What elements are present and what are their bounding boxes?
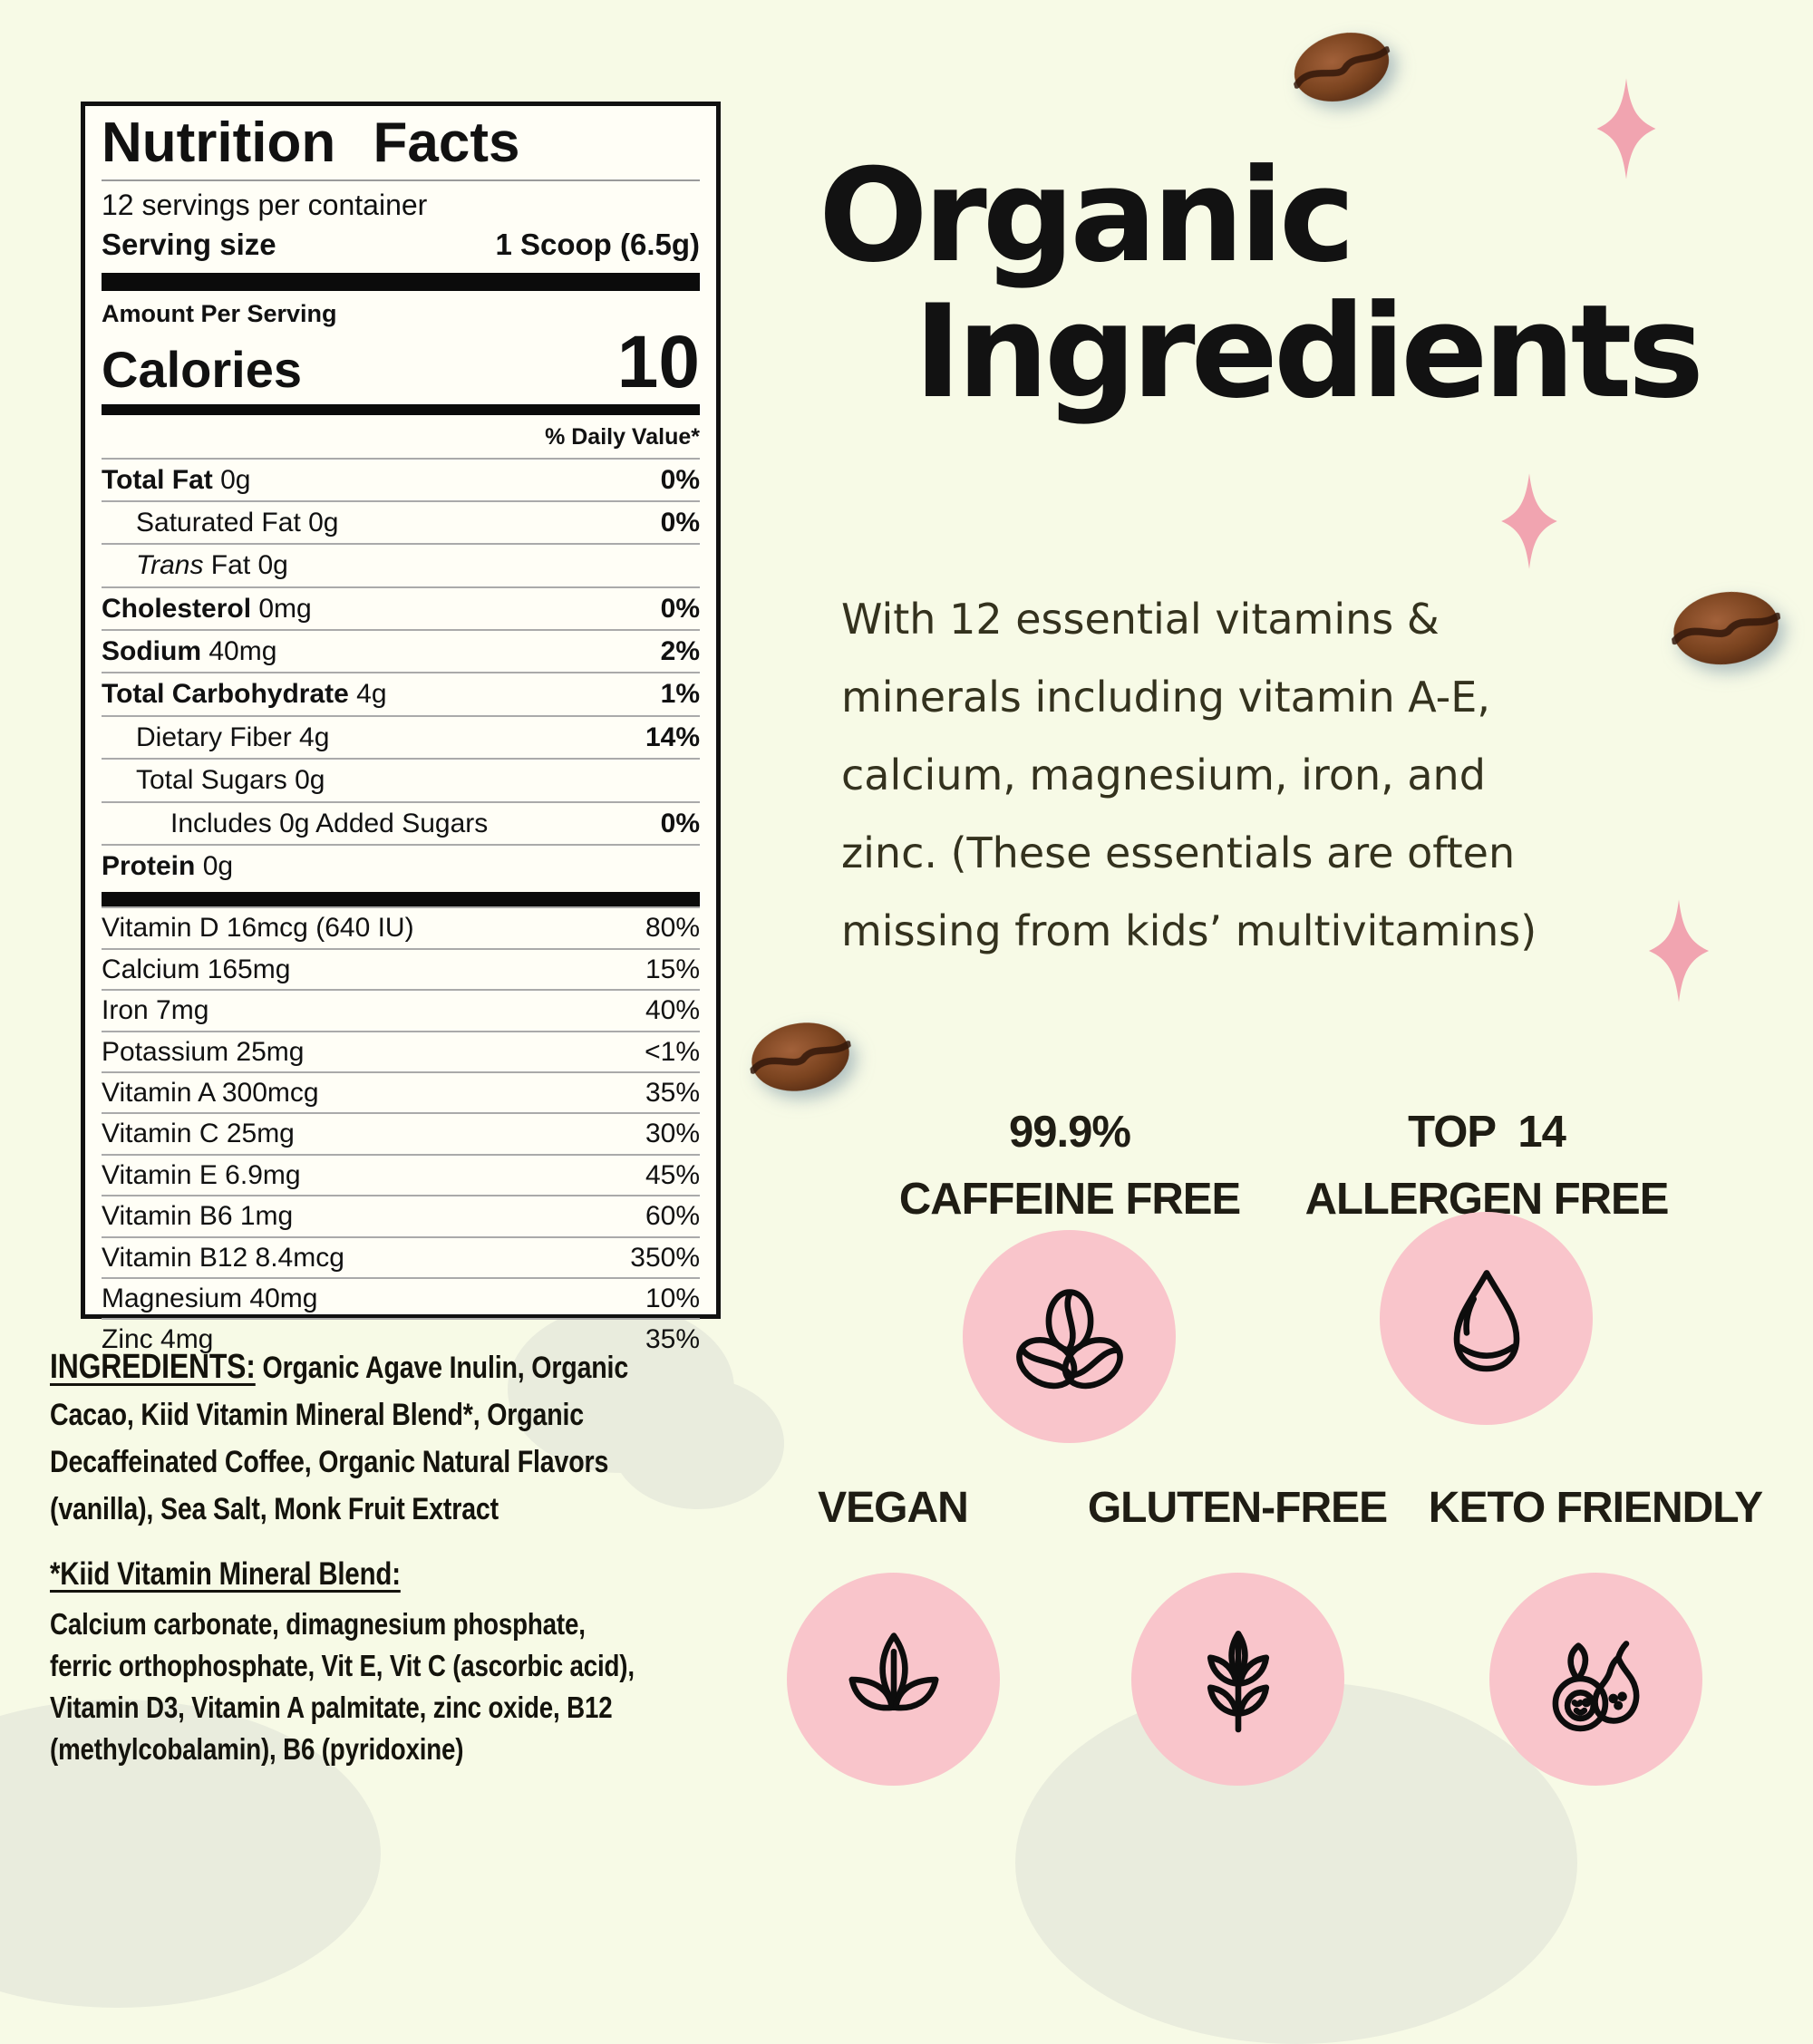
daily-value: 350%	[630, 1242, 700, 1273]
micronutrient-name: Vitamin E 6.9mg	[102, 1159, 301, 1190]
micronutrient-row: Vitamin D 16mcg (640 IU) 80%	[102, 906, 700, 947]
daily-value: 0%	[660, 808, 700, 838]
servings-per-container: 12 servings per container	[102, 189, 428, 222]
nutrient-row: Sodium 40mg 2%	[102, 629, 700, 672]
hero-title-line2: Ingredients	[914, 277, 1704, 427]
thick-divider	[102, 273, 700, 292]
micronutrient-row: Calcium 165mg 15%	[102, 947, 700, 989]
caffeine-free-heading: 99.9% CAFFEINE FREE	[861, 1099, 1278, 1233]
ingredients-list: Organic Agave Inulin, Organic Cacao, Kii…	[50, 1351, 629, 1526]
daily-value-header: % Daily Value*	[545, 423, 700, 450]
micronutrient-row: Zinc 4mg 35%	[102, 1318, 700, 1359]
ingredients-paragraph: INGREDIENTS: Organic Agave Inulin, Organ…	[50, 1343, 652, 1533]
micronutrient-name: Iron 7mg	[102, 995, 209, 1026]
micronutrient-row: Iron 7mg 40%	[102, 989, 700, 1030]
daily-value: 60%	[645, 1201, 700, 1232]
micronutrient-row: Vitamin B6 1mg 60%	[102, 1195, 700, 1235]
daily-value: 15%	[645, 954, 700, 984]
micronutrient-row: Vitamin C 25mg 30%	[102, 1112, 700, 1153]
sparkle-icon	[1648, 899, 1710, 1003]
background-blob	[612, 1378, 784, 1509]
ingredients-section: INGREDIENTS: Organic Agave Inulin, Organ…	[50, 1343, 652, 1770]
amount-per-serving-label: Amount Per Serving	[102, 300, 337, 328]
nutrient-row: Trans Fat 0g	[102, 543, 700, 586]
leaves-icon	[848, 1632, 938, 1710]
daily-value: 40%	[645, 995, 700, 1026]
serving-size-label: Serving size	[102, 228, 276, 262]
allergen-free-line1: TOP 14	[1408, 1108, 1566, 1157]
nutrient-row: Total Sugars 0g	[102, 758, 700, 800]
micronutrient-name: Potassium 25mg	[102, 1036, 305, 1067]
daily-value: 2%	[660, 636, 700, 667]
coffee-bean-image	[1671, 591, 1781, 665]
caffeine-free-badge	[963, 1230, 1176, 1443]
wheat-icon	[1207, 1630, 1269, 1732]
hero-title-line1: Organic	[819, 141, 1355, 291]
micronutrient-name: Calcium 165mg	[102, 954, 291, 984]
micronutrient-name: Zinc 4mg	[102, 1324, 214, 1355]
nutrition-facts-label: Nutrition Facts 12 servings per containe…	[81, 102, 721, 1354]
vitamin-blend-list: Calcium carbonate, dimagnesium phosphate…	[50, 1607, 635, 1766]
nutrient-row: Protein 0g	[102, 844, 700, 886]
vegan-label: VEGAN	[818, 1484, 969, 1532]
micronutrient-row: Vitamin E 6.9mg 45%	[102, 1153, 700, 1195]
serving-size-value: 1 Scoop (6.5g)	[495, 228, 700, 262]
micronutrient-name: Vitamin B12 8.4mcg	[102, 1242, 344, 1273]
micronutrient-row: Vitamin A 300mcg 35%	[102, 1071, 700, 1112]
nutrient-rows: Total Fat 0g 0% Saturated Fat 0g 0% Tran…	[102, 457, 700, 887]
micronutrient-row: Magnesium 40mg 10%	[102, 1276, 700, 1318]
daily-value: 45%	[645, 1159, 700, 1190]
coffee-bean-image	[1293, 33, 1391, 102]
daily-value: 80%	[645, 913, 700, 944]
caffeine-free-line1: 99.9%	[1009, 1108, 1131, 1157]
calories-label: Calories	[102, 340, 302, 398]
sparkle-icon	[1501, 473, 1557, 569]
medium-divider	[102, 403, 700, 415]
divider	[102, 179, 700, 182]
hero-paragraph: With 12 essential vitamins & minerals in…	[841, 595, 1537, 955]
ingredients-heading: INGREDIENTS:	[50, 1348, 256, 1386]
coffee-bean-image	[749, 1022, 852, 1091]
micronutrient-name: Magnesium 40mg	[102, 1283, 318, 1313]
sparkle-icon	[1596, 78, 1656, 179]
daily-value: 1%	[660, 679, 700, 710]
gluten-free-label: GLUTEN-FREE	[1087, 1484, 1388, 1532]
keto-friendly-label: KETO FRIENDLY	[1428, 1484, 1763, 1532]
daily-value: 0%	[660, 593, 700, 624]
micronutrient-name: Vitamin A 300mcg	[102, 1078, 319, 1108]
daily-value: 14%	[645, 722, 700, 752]
micronutrient-row: Potassium 25mg <1%	[102, 1030, 700, 1071]
gluten-free-badge	[1131, 1573, 1344, 1786]
micronutrient-name: Vitamin D 16mcg (640 IU)	[102, 913, 414, 944]
nutrient-row: Total Fat 0g 0%	[102, 457, 700, 500]
caffeine-free-line2: CAFFEINE FREE	[898, 1175, 1241, 1224]
micronutrient-name: Vitamin C 25mg	[102, 1119, 295, 1149]
nutrient-row: Cholesterol 0mg 0%	[102, 586, 700, 629]
allergen-free-badge	[1380, 1212, 1593, 1425]
keto-friendly-badge	[1489, 1573, 1702, 1786]
thick-divider	[102, 892, 700, 907]
vegan-badge	[787, 1573, 1000, 1786]
daily-value: 30%	[645, 1119, 700, 1149]
daily-value: 35%	[645, 1078, 700, 1108]
daily-value: 35%	[645, 1324, 700, 1355]
water-drop-icon	[1453, 1269, 1519, 1371]
vitamin-blend-heading: *Kiid Vitamin Mineral Blend:	[50, 1556, 401, 1592]
avocado-pear-icon	[1552, 1640, 1639, 1731]
micronutrient-row: Vitamin B12 8.4mcg 350%	[102, 1235, 700, 1277]
micronutrient-rows: Vitamin D 16mcg (640 IU) 80% Calcium 165…	[102, 906, 700, 1359]
nutrient-row: Saturated Fat 0g 0%	[102, 499, 700, 543]
nutrient-row: Dietary Fiber 4g 14%	[102, 714, 700, 758]
nutrient-row: Includes 0g Added Sugars 0%	[102, 800, 700, 844]
daily-value: 0%	[660, 464, 700, 495]
nutrient-row: Total Carbohydrate 4g 1%	[102, 672, 700, 714]
daily-value: 0%	[660, 507, 700, 538]
calories-value: 10	[616, 321, 700, 404]
daily-value: <1%	[645, 1036, 700, 1067]
daily-value: 10%	[645, 1283, 700, 1313]
coffee-beans-icon	[1015, 1288, 1123, 1389]
micronutrient-name: Vitamin B6 1mg	[102, 1201, 294, 1232]
nutrition-facts-title: Nutrition Facts	[102, 111, 520, 174]
